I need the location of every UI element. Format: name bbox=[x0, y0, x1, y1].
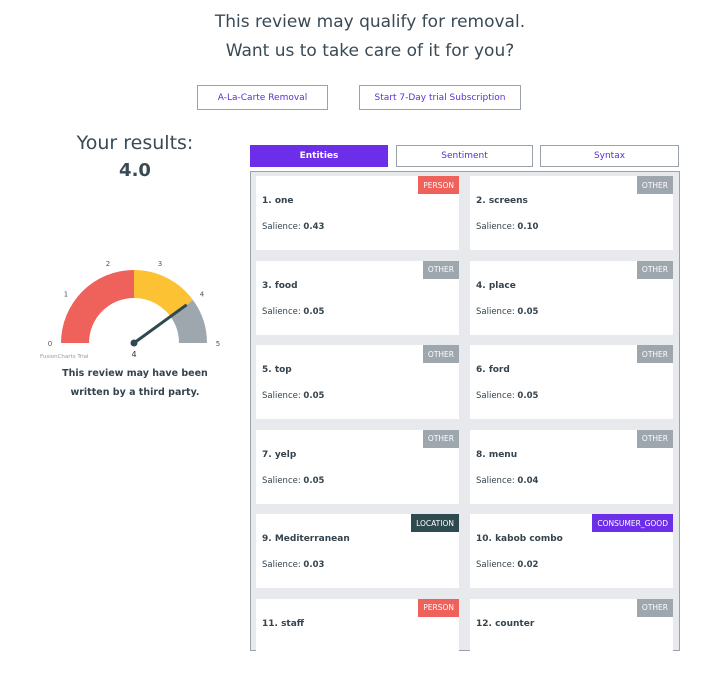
entity-type-badge: OTHER bbox=[636, 176, 673, 194]
entity-type-badge: OTHER bbox=[636, 598, 673, 617]
entity-card: LOCATION 9. Mediterranean Salience: 0.03 bbox=[256, 514, 459, 588]
entity-title: 12. counter bbox=[476, 618, 535, 629]
gauge-band bbox=[61, 270, 134, 343]
entity-salience: Salience: 0.02 bbox=[476, 560, 539, 570]
entity-title: 8. menu bbox=[476, 449, 518, 460]
entity-type-badge: OTHER bbox=[422, 260, 459, 279]
header-line-2: Want us to take care of it for you? bbox=[225, 41, 515, 61]
entity-card: PERSON 1. one Salience: 0.43 bbox=[256, 176, 459, 250]
entity-salience: Salience: 0.05 bbox=[476, 391, 539, 401]
entity-title: 1. one bbox=[262, 196, 294, 206]
entity-title: 11. staff bbox=[262, 618, 305, 629]
start-trial-button[interactable]: Start 7-Day trial Subscription bbox=[359, 85, 521, 110]
gauge-band bbox=[134, 270, 194, 317]
entity-salience: Salience: 0.05 bbox=[262, 475, 325, 486]
entity-type-badge: OTHER bbox=[422, 345, 459, 363]
entity-salience: Salience: 0.05 bbox=[262, 391, 325, 401]
entity-title: 3. food bbox=[262, 280, 298, 291]
entity-card: OTHER 4. place Salience: 0.05 bbox=[470, 260, 673, 335]
entities-panel: PERSON 1. one Salience: 0.43 OTHER 2. scr… bbox=[250, 171, 680, 673]
gauge-tick-label: 5 bbox=[216, 340, 220, 348]
entity-card: OTHER 5. top Salience: 0.05 bbox=[256, 345, 459, 419]
entity-card: OTHER 7. yelp Salience: 0.05 bbox=[256, 429, 459, 504]
gauge-chart: 0 1 2 3 4 5 4 FusionCharts Trial bbox=[40, 260, 220, 360]
gauge-tick-label: 2 bbox=[106, 260, 110, 268]
gauge-tick-label: 1 bbox=[64, 291, 68, 299]
gauge-tick-label: 3 bbox=[158, 260, 162, 268]
entity-card: PERSON 11. staff bbox=[256, 598, 459, 673]
entity-type-badge: OTHER bbox=[636, 429, 673, 448]
header-line-1: This review may qualify for removal. bbox=[214, 12, 526, 32]
gauge-watermark: FusionCharts Trial bbox=[40, 354, 89, 360]
entity-card: CONSUMER_GOOD 10. kabob combo Salience: … bbox=[470, 514, 673, 588]
entity-card: OTHER 6. ford Salience: 0.05 bbox=[470, 345, 673, 419]
entity-type-badge: OTHER bbox=[422, 429, 459, 448]
a-la-carte-removal-button[interactable]: A-La-Carte Removal bbox=[197, 85, 328, 110]
tab-entities[interactable]: Entities bbox=[250, 145, 388, 167]
gauge-tick-label: 0 bbox=[48, 340, 52, 348]
entity-card: OTHER 8. menu Salience: 0.04 bbox=[470, 429, 673, 504]
entity-type-badge: LOCATION bbox=[411, 514, 459, 532]
gauge-needle bbox=[133, 303, 188, 345]
entity-salience: Salience: 0.10 bbox=[476, 222, 539, 232]
entity-type-badge: OTHER bbox=[636, 345, 673, 363]
gauge-tick-label: 4 bbox=[200, 291, 205, 299]
entity-salience: Salience: 0.05 bbox=[262, 306, 325, 317]
entity-salience: Salience: 0.05 bbox=[476, 306, 539, 317]
entity-title: 5. top bbox=[262, 365, 292, 375]
entity-title: 7. yelp bbox=[262, 449, 297, 460]
caption-line-2: written by a third party. bbox=[70, 387, 200, 398]
entity-type-badge: PERSON bbox=[418, 598, 459, 617]
entity-title: 9. Mediterranean bbox=[262, 534, 350, 544]
entity-title: 10. kabob combo bbox=[476, 534, 563, 544]
entity-card: OTHER 12. counter bbox=[470, 598, 673, 673]
gauge-value-label: 4 bbox=[131, 350, 136, 359]
entity-type-badge: CONSUMER_GOOD bbox=[592, 514, 673, 532]
entity-title: 2. screens bbox=[476, 196, 528, 206]
entity-salience: Salience: 0.04 bbox=[476, 475, 539, 486]
entity-card: OTHER 2. screens Salience: 0.10 bbox=[470, 176, 673, 250]
tab-sentiment[interactable]: Sentiment bbox=[396, 145, 533, 167]
results-label: Your results: bbox=[76, 132, 194, 154]
tab-syntax[interactable]: Syntax bbox=[540, 145, 679, 167]
caption-line-1: This review may have been bbox=[62, 368, 208, 379]
entity-title: 6. ford bbox=[476, 365, 510, 375]
entity-salience: Salience: 0.43 bbox=[262, 222, 325, 232]
entity-title: 4. place bbox=[476, 280, 516, 291]
entity-card: OTHER 3. food Salience: 0.05 bbox=[256, 260, 459, 335]
entity-type-badge: OTHER bbox=[636, 260, 673, 279]
entity-salience: Salience: 0.03 bbox=[262, 560, 325, 570]
gauge-needle-pivot bbox=[130, 339, 138, 347]
results-score: 4.0 bbox=[119, 160, 151, 181]
entity-type-badge: PERSON bbox=[418, 176, 459, 194]
